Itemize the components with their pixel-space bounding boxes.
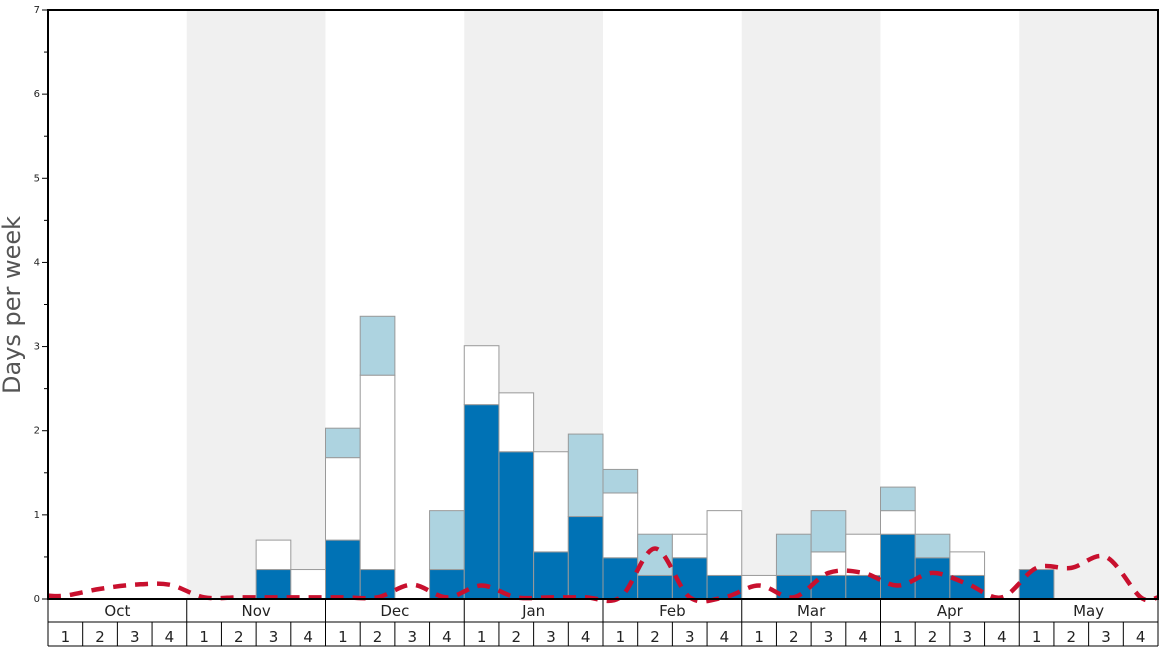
month-label-feb: Feb <box>659 602 686 620</box>
bar-bottom-week-14 <box>498 451 535 600</box>
y-tick-label: 1 <box>34 510 40 521</box>
bar-middle-week-8 <box>290 569 326 600</box>
bar-middle-week-27 <box>949 551 986 576</box>
week-label: 1 <box>754 628 764 646</box>
bar-middle-week-9 <box>325 457 361 541</box>
week-label: 3 <box>407 628 417 646</box>
week-label: 4 <box>997 628 1007 646</box>
week-label: 3 <box>546 628 556 646</box>
bar-layer <box>255 315 1055 600</box>
week-label: 1 <box>1032 628 1042 646</box>
week-label: 4 <box>720 628 730 646</box>
bar-middle-week-10 <box>359 374 396 571</box>
bar-middle-week-20 <box>706 510 743 576</box>
bar-top-week-10 <box>359 315 396 376</box>
month-label-jan: Jan <box>521 602 545 620</box>
y-tick-label: 2 <box>34 426 40 437</box>
bar-bottom-week-9 <box>325 539 361 600</box>
week-label: 2 <box>789 628 799 646</box>
month-shade-mar <box>741 10 881 599</box>
bar-top-week-18 <box>637 533 673 576</box>
week-label: 2 <box>95 628 105 646</box>
bar-bottom-week-29 <box>1018 569 1055 600</box>
bar-bottom-week-18 <box>637 574 673 600</box>
bar-middle-week-17 <box>602 492 639 559</box>
week-label: 4 <box>165 628 175 646</box>
bar-top-week-9 <box>325 427 361 459</box>
y-tick-label: 3 <box>34 342 40 353</box>
bar-middle-week-19 <box>671 533 708 559</box>
bar-middle-week-25 <box>880 510 916 535</box>
week-label: 1 <box>199 628 209 646</box>
week-label: 3 <box>962 628 972 646</box>
bar-bottom-week-16 <box>567 516 604 600</box>
week-label: 3 <box>1101 628 1111 646</box>
week-label: 4 <box>442 628 452 646</box>
bar-top-week-22 <box>775 533 812 576</box>
bar-top-week-26 <box>914 533 951 559</box>
week-label: 1 <box>893 628 903 646</box>
week-label: 1 <box>616 628 626 646</box>
bar-bottom-week-7 <box>255 569 292 600</box>
week-label: 1 <box>61 628 71 646</box>
bar-bottom-week-25 <box>880 533 916 600</box>
y-tick-label: 5 <box>34 173 40 184</box>
week-label: 4 <box>1136 628 1146 646</box>
week-label: 3 <box>130 628 140 646</box>
bar-top-week-17 <box>602 468 639 494</box>
month-shade-may <box>1019 10 1158 599</box>
week-label: 3 <box>685 628 695 646</box>
month-shade-nov <box>186 10 326 599</box>
bar-bottom-week-10 <box>359 569 396 600</box>
week-label: 2 <box>512 628 522 646</box>
week-label: 4 <box>581 628 591 646</box>
x-axis: Oct 1 2 3 4 Nov 1 2 3 4 Dec 1 2 3 4 Jan 1 2 3 4 Feb 1 2 3 4 Mar 1 2… <box>47 599 1159 647</box>
bar-middle-week-7 <box>255 539 292 571</box>
week-label: 1 <box>338 628 348 646</box>
week-label: 1 <box>477 628 487 646</box>
bar-top-week-12 <box>429 510 465 571</box>
week-label: 2 <box>373 628 383 646</box>
month-label-apr: Apr <box>937 602 964 620</box>
month-label-nov: Nov <box>241 602 270 620</box>
week-label: 2 <box>1067 628 1077 646</box>
month-label-dec: Dec <box>380 602 409 620</box>
y-tick-label: 6 <box>34 89 40 100</box>
bar-top-week-23 <box>810 510 847 553</box>
week-label: 2 <box>928 628 938 646</box>
week-label: 4 <box>858 628 868 646</box>
bar-top-week-16 <box>567 433 604 518</box>
bar-middle-week-14 <box>498 392 535 453</box>
y-tick-label: 7 <box>34 5 40 16</box>
bar-bottom-week-17 <box>602 557 639 600</box>
month-label-may: May <box>1073 602 1104 620</box>
bar-bottom-week-13 <box>463 404 500 600</box>
y-tick-label: 4 <box>34 257 40 268</box>
month-label-oct: Oct <box>104 602 130 620</box>
week-label: 2 <box>234 628 244 646</box>
month-label-mar: Mar <box>797 602 826 620</box>
week-label: 4 <box>303 628 313 646</box>
y-axis-label: Days per week <box>0 216 26 394</box>
bar-middle-week-13 <box>463 345 500 406</box>
bar-bottom-week-15 <box>533 551 569 600</box>
y-tick-label: 0 <box>34 594 40 605</box>
week-label: 2 <box>650 628 660 646</box>
bar-middle-week-24 <box>845 533 881 576</box>
bar-top-week-25 <box>880 486 916 512</box>
bar-middle-week-15 <box>533 451 569 553</box>
month-shading-layer <box>186 10 1158 599</box>
week-label: 3 <box>269 628 279 646</box>
y-axis: 0 1 2 3 4 5 6 7 <box>34 5 48 605</box>
week-label: 3 <box>824 628 834 646</box>
